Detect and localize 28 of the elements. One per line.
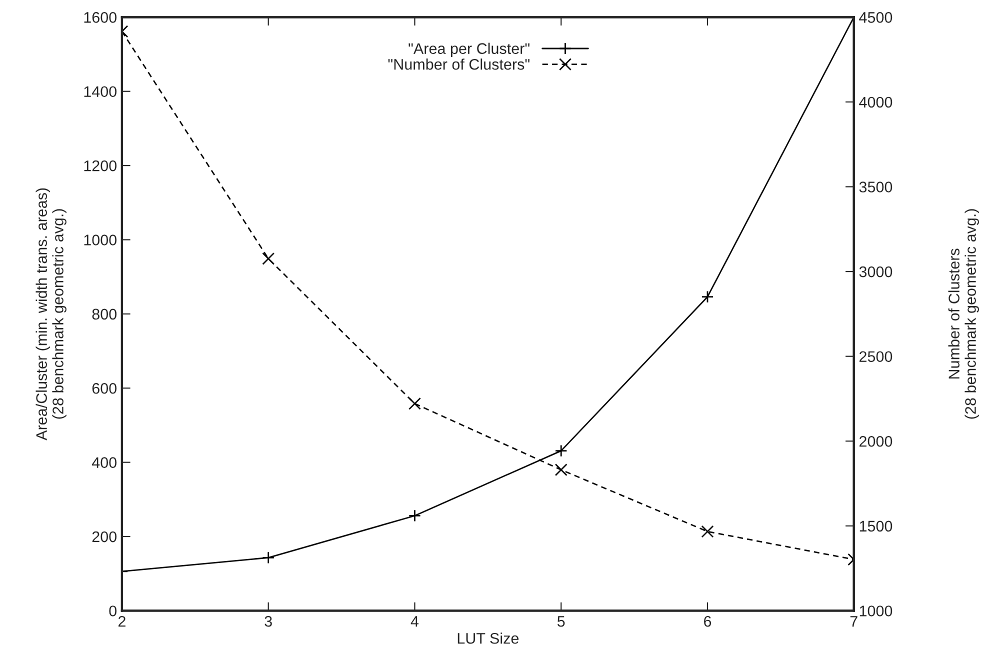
x-axis-title: LUT Size (458, 632, 519, 644)
y2-tick-label: 4500 (859, 12, 892, 23)
legend-label: "Number of Clusters" (388, 58, 530, 70)
x-tick-label: 4 (410, 616, 419, 627)
y2-tick-label: 3000 (859, 266, 892, 278)
y2-tick-label: 2000 (860, 436, 892, 447)
y-tick-label: 1000 (84, 234, 117, 246)
legend-label: "Area per Cluster" (408, 42, 530, 58)
y2-tick-label: 4000 (859, 96, 892, 108)
y-tick-label: 1600 (84, 12, 117, 23)
y2-tick-label: 2500 (860, 351, 892, 362)
y2-tick-label: 1500 (860, 520, 892, 532)
y-tick-label: 600 (92, 382, 117, 394)
y-tick-label: 800 (92, 308, 117, 320)
y2-tick-label: 1000 (860, 606, 892, 616)
y-tick-label: 1400 (84, 86, 117, 98)
x-tick-label: 5 (557, 616, 565, 627)
x-tick-label: 6 (704, 616, 712, 627)
y-tick-label: 200 (92, 531, 117, 542)
y2-tick-label: 3500 (859, 182, 892, 192)
x-tick-label: 3 (264, 616, 272, 627)
y-tick-label: 400 (92, 457, 117, 468)
y-tick-label: 1200 (84, 160, 117, 172)
y-axis-title: Area/Cluster (min. width trans. areas) (28 benchmark geometric avg.) (36, 188, 66, 440)
y-tick-label: 0 (109, 606, 117, 616)
y2-axis-title: Number of Clusters (28 benchmark geometric avg.) (948, 209, 979, 419)
x-tick-label: 7 (850, 616, 858, 627)
x-tick-label: 2 (118, 616, 126, 627)
